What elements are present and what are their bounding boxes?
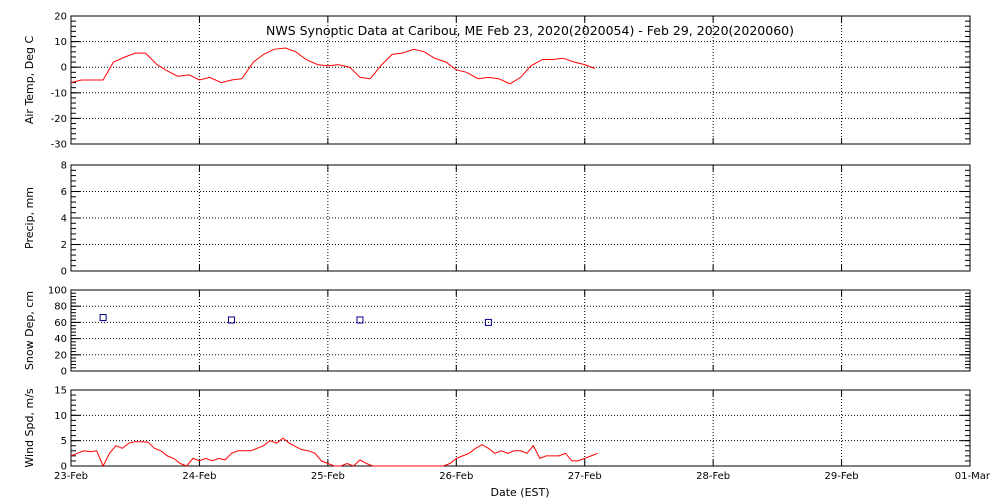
wind-speed-y-axis-label: Wind Spd, m/s	[23, 388, 36, 468]
precip-ytick-label: 8	[61, 161, 67, 172]
wind-speed-series-line	[70, 437, 598, 468]
x-tick-label: 24-Feb	[182, 471, 216, 482]
air-temp-frame	[70, 15, 971, 145]
snow-depth-frame	[70, 289, 971, 372]
snow-depth-data-point	[99, 314, 107, 322]
snow-depth-ytick-label: 80	[54, 302, 67, 313]
precip-ytick-label: 4	[61, 214, 67, 225]
x-tick-label: 25-Feb	[311, 471, 345, 482]
snow-depth-ytick-label: 100	[48, 286, 67, 297]
air-temp-ytick-label: 20	[54, 12, 67, 23]
x-axis-label: Date (EST)	[490, 486, 549, 499]
snow-depth-panel: 100 80 60 40 20 0 Snow Dep, cm	[23, 286, 971, 378]
precip-ytick-label: 0	[61, 267, 67, 278]
wind-speed-frame	[70, 389, 971, 467]
x-tick-label: 29-Feb	[825, 471, 859, 482]
wind-speed-ytick-label: 10	[54, 411, 67, 422]
x-tick-label: 27-Feb	[568, 471, 602, 482]
air-temp-ytick-label: 0	[61, 63, 67, 74]
precip-frame	[70, 164, 971, 272]
snow-depth-y-axis-label: Snow Dep, cm	[23, 291, 36, 370]
air-temp-series-line	[70, 47, 596, 85]
precip-panel: 8 6 4 2 0 Precip, mm	[23, 161, 971, 278]
chart-title: NWS Synoptic Data at Caribou, ME Feb 23,…	[266, 23, 794, 38]
air-temp-ytick-label: -20	[51, 114, 67, 125]
snow-depth-data-point	[356, 316, 364, 324]
air-temp-ytick-label: -10	[51, 88, 67, 99]
air-temp-y-axis-label: Air Temp, Deg C	[23, 36, 36, 125]
x-tick-label: 23-Feb	[54, 471, 88, 482]
wind-speed-ytick-label: 15	[54, 386, 67, 397]
wind-speed-panel: 15 10 5 0 Wind Spd, m/s	[23, 386, 971, 473]
air-temp-panel: 20 10 0 -10 -20 -30 Air Temp, Deg C	[23, 12, 971, 151]
wind-speed-ytick-label: 0	[61, 462, 67, 473]
x-tick-label: 28-Feb	[696, 471, 730, 482]
precip-y-axis-label: Precip, mm	[23, 187, 36, 249]
precip-ytick-label: 2	[61, 240, 67, 251]
snow-depth-data-point	[228, 316, 236, 324]
air-temp-ytick-label: 10	[54, 37, 67, 48]
snow-depth-ytick-label: 40	[54, 334, 67, 345]
snow-depth-ytick-label: 0	[61, 367, 67, 378]
snow-depth-ytick-label: 60	[54, 318, 67, 329]
air-temp-ytick-label: -30	[51, 140, 67, 151]
wind-speed-ytick-label: 5	[61, 436, 67, 447]
precip-ytick-label: 6	[61, 187, 67, 198]
x-tick-label: 26-Feb	[439, 471, 473, 482]
x-tick-label: 01-Mar	[955, 471, 991, 482]
snow-depth-data-point	[484, 318, 492, 326]
snow-depth-ytick-label: 20	[54, 350, 67, 361]
